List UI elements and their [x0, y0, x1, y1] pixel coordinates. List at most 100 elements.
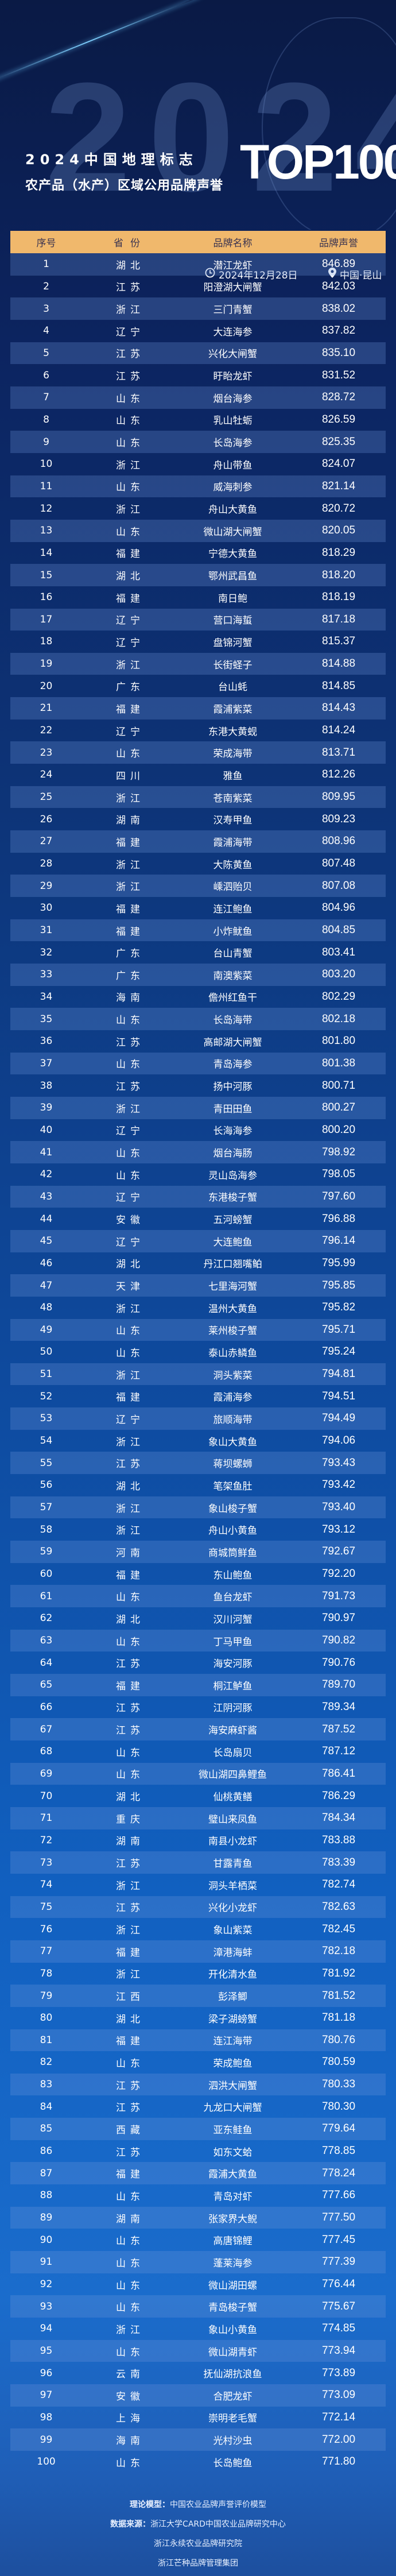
rank-cell: 71 — [40, 1812, 53, 1824]
rank-cell: 25 — [40, 791, 53, 803]
rank-cell: 10 — [40, 458, 53, 470]
reputation-score-cell: 818.20 — [321, 568, 356, 581]
province-cell: 广东 — [116, 970, 145, 982]
brand-name-cell: 梁子湖螃蟹 — [208, 2013, 257, 2025]
brand-name-cell: 象山小黄鱼 — [208, 2324, 257, 2336]
reputation-score-cell: 820.72 — [321, 502, 356, 515]
table-row: 67 江苏 海安麻虾酱 787.52 — [10, 1718, 386, 1740]
rank-cell: 36 — [40, 1035, 53, 1047]
table-row: 6 江苏 盱眙龙虾 831.52 — [10, 364, 386, 386]
reputation-score-cell: 814.88 — [321, 657, 356, 670]
ranking-table: 序号 省份 品牌名称 品牌声誉 1 湖北 潜江龙虾 846.89 2 江苏 阳澄湖大闸蟹 84… — [10, 231, 386, 2473]
reputation-score-cell: 818.19 — [321, 591, 356, 604]
brand-name-cell: 蒋坝螺蛳 — [213, 1459, 253, 1471]
rank-cell: 97 — [40, 2389, 53, 2401]
reputation-score-cell: 774.85 — [321, 2322, 356, 2335]
rank-cell: 99 — [40, 2434, 53, 2446]
table-row: 22 辽宁 东港大黄蚬 814.24 — [10, 720, 386, 742]
province-cell: 江苏 — [116, 371, 145, 383]
table-row: 79 江西 彭泽鲫 781.52 — [10, 1985, 386, 2007]
province-cell: 福建 — [116, 703, 145, 715]
table-row: 72 湖南 南县小龙虾 783.88 — [10, 1829, 386, 1852]
province-cell: 江苏 — [116, 1902, 145, 1914]
province-cell: 广东 — [116, 682, 145, 694]
reputation-score-cell: 801.38 — [321, 1057, 356, 1069]
reputation-score-cell: 824.07 — [321, 458, 356, 470]
table-row: 4 辽宁 大连海参 837.82 — [10, 320, 386, 342]
table-row: 71 重庆 璧山来凤鱼 784.34 — [10, 1807, 386, 1829]
brand-name-cell: 商城筒鲜鱼 — [208, 1547, 257, 1559]
theory-model-line: 理论模型：中国农业品牌声誉评价模型 — [0, 2495, 396, 2515]
reputation-score-cell: 808.96 — [321, 835, 356, 848]
rank-cell: 24 — [40, 769, 53, 781]
table-row: 68 山东 长岛扇贝 787.12 — [10, 1740, 386, 1763]
brand-name-cell: 洞头羊栖菜 — [208, 1880, 257, 1892]
brand-name-cell: 长岛海带 — [213, 1015, 253, 1027]
reputation-score-cell: 794.49 — [321, 1412, 356, 1425]
table-header: 序号 省份 品牌名称 品牌声誉 — [10, 231, 386, 253]
province-cell: 江苏 — [116, 1725, 145, 1737]
province-cell: 安徽 — [116, 2391, 145, 2403]
reputation-score-cell: 796.88 — [321, 1212, 356, 1225]
province-cell: 山东 — [116, 1636, 145, 1648]
rank-cell: 31 — [40, 925, 53, 937]
rank-cell: 40 — [40, 1124, 53, 1136]
table-row: 36 江苏 高邮湖大闸蟹 801.80 — [10, 1030, 386, 1053]
brand-name-cell: 雅鱼 — [223, 770, 243, 782]
rank-cell: 82 — [40, 2056, 53, 2068]
brand-name-cell: 泗洪大闸蟹 — [208, 2080, 257, 2092]
brand-name-cell: 儋州红鱼干 — [208, 992, 257, 1004]
brand-name-cell: 扬中河豚 — [213, 1081, 253, 1093]
rank-cell: 54 — [40, 1435, 53, 1447]
table-row: 58 浙江 舟山小黄鱼 793.12 — [10, 1518, 386, 1541]
province-cell: 江西 — [116, 1991, 145, 2003]
reputation-score-cell: 777.50 — [321, 2211, 356, 2224]
rank-cell: 68 — [40, 1746, 53, 1758]
brand-name-cell: 莱州梭子蟹 — [208, 1325, 257, 1337]
rank-cell: 64 — [40, 1657, 53, 1669]
rank-cell: 58 — [40, 1523, 53, 1535]
table-row: 16 福建 南日鲍 818.19 — [10, 586, 386, 609]
reputation-score-cell: 803.41 — [321, 946, 356, 958]
brand-name-cell: 乳山牡蛎 — [213, 415, 253, 427]
rank-cell: 39 — [40, 1102, 53, 1114]
rank-cell: 76 — [40, 1923, 53, 1935]
brand-name-cell: 鱼台龙虾 — [213, 1592, 253, 1604]
province-cell: 天津 — [116, 1281, 145, 1293]
brand-name-cell: 仙桃黄鳝 — [213, 1792, 253, 1804]
column-header-province: 省份 — [114, 238, 147, 249]
brand-name-cell: 灵山岛海参 — [208, 1170, 257, 1182]
reputation-score-cell: 791.73 — [321, 1589, 356, 1602]
rank-cell: 80 — [40, 2012, 53, 2024]
province-cell: 山东 — [116, 526, 145, 538]
table-row: 15 湖北 鄂州武昌鱼 818.20 — [10, 564, 386, 586]
brand-name-cell: 台山蚝 — [218, 682, 247, 694]
rank-cell: 67 — [40, 1723, 53, 1735]
brand-name-cell: 高邮湖大闸蟹 — [203, 1036, 262, 1049]
reputation-score-cell: 789.70 — [321, 1678, 356, 1691]
reputation-score-cell: 787.12 — [321, 1745, 356, 1758]
province-cell: 上海 — [116, 2413, 145, 2425]
province-cell: 浙江 — [116, 1103, 145, 1115]
table-row: 100 山东 长岛鲍鱼 771.80 — [10, 2451, 386, 2473]
reputation-score-cell: 831.52 — [321, 369, 356, 381]
rank-cell: 62 — [40, 1612, 53, 1624]
brand-name-cell: 东山鲍鱼 — [213, 1569, 253, 1581]
province-cell: 浙江 — [116, 859, 145, 871]
table-row: 56 湖北 笔架鱼肚 793.42 — [10, 1474, 386, 1496]
brand-name-cell: 彭泽鲫 — [218, 1991, 247, 2003]
province-cell: 辽宁 — [116, 1192, 145, 1204]
table-row: 61 山东 鱼台龙虾 791.73 — [10, 1585, 386, 1608]
rank-cell: 30 — [40, 902, 53, 914]
brand-name-cell: 汉川河蟹 — [213, 1614, 253, 1626]
rank-cell: 77 — [40, 1945, 53, 1958]
table-row: 28 浙江 大陈黄鱼 807.48 — [10, 853, 386, 875]
reputation-score-cell: 800.20 — [321, 1123, 356, 1136]
table-row: 65 福建 桐江鲈鱼 789.70 — [10, 1674, 386, 1696]
rank-cell: 81 — [40, 2034, 53, 2046]
brand-name-cell: 烟台海参 — [213, 393, 253, 405]
table-row: 80 湖北 梁子湖螃蟹 781.18 — [10, 2007, 386, 2029]
brand-name-cell: 青田田鱼 — [213, 1103, 253, 1115]
province-cell: 江苏 — [116, 282, 145, 294]
column-header-score: 品牌声誉 — [319, 238, 358, 249]
